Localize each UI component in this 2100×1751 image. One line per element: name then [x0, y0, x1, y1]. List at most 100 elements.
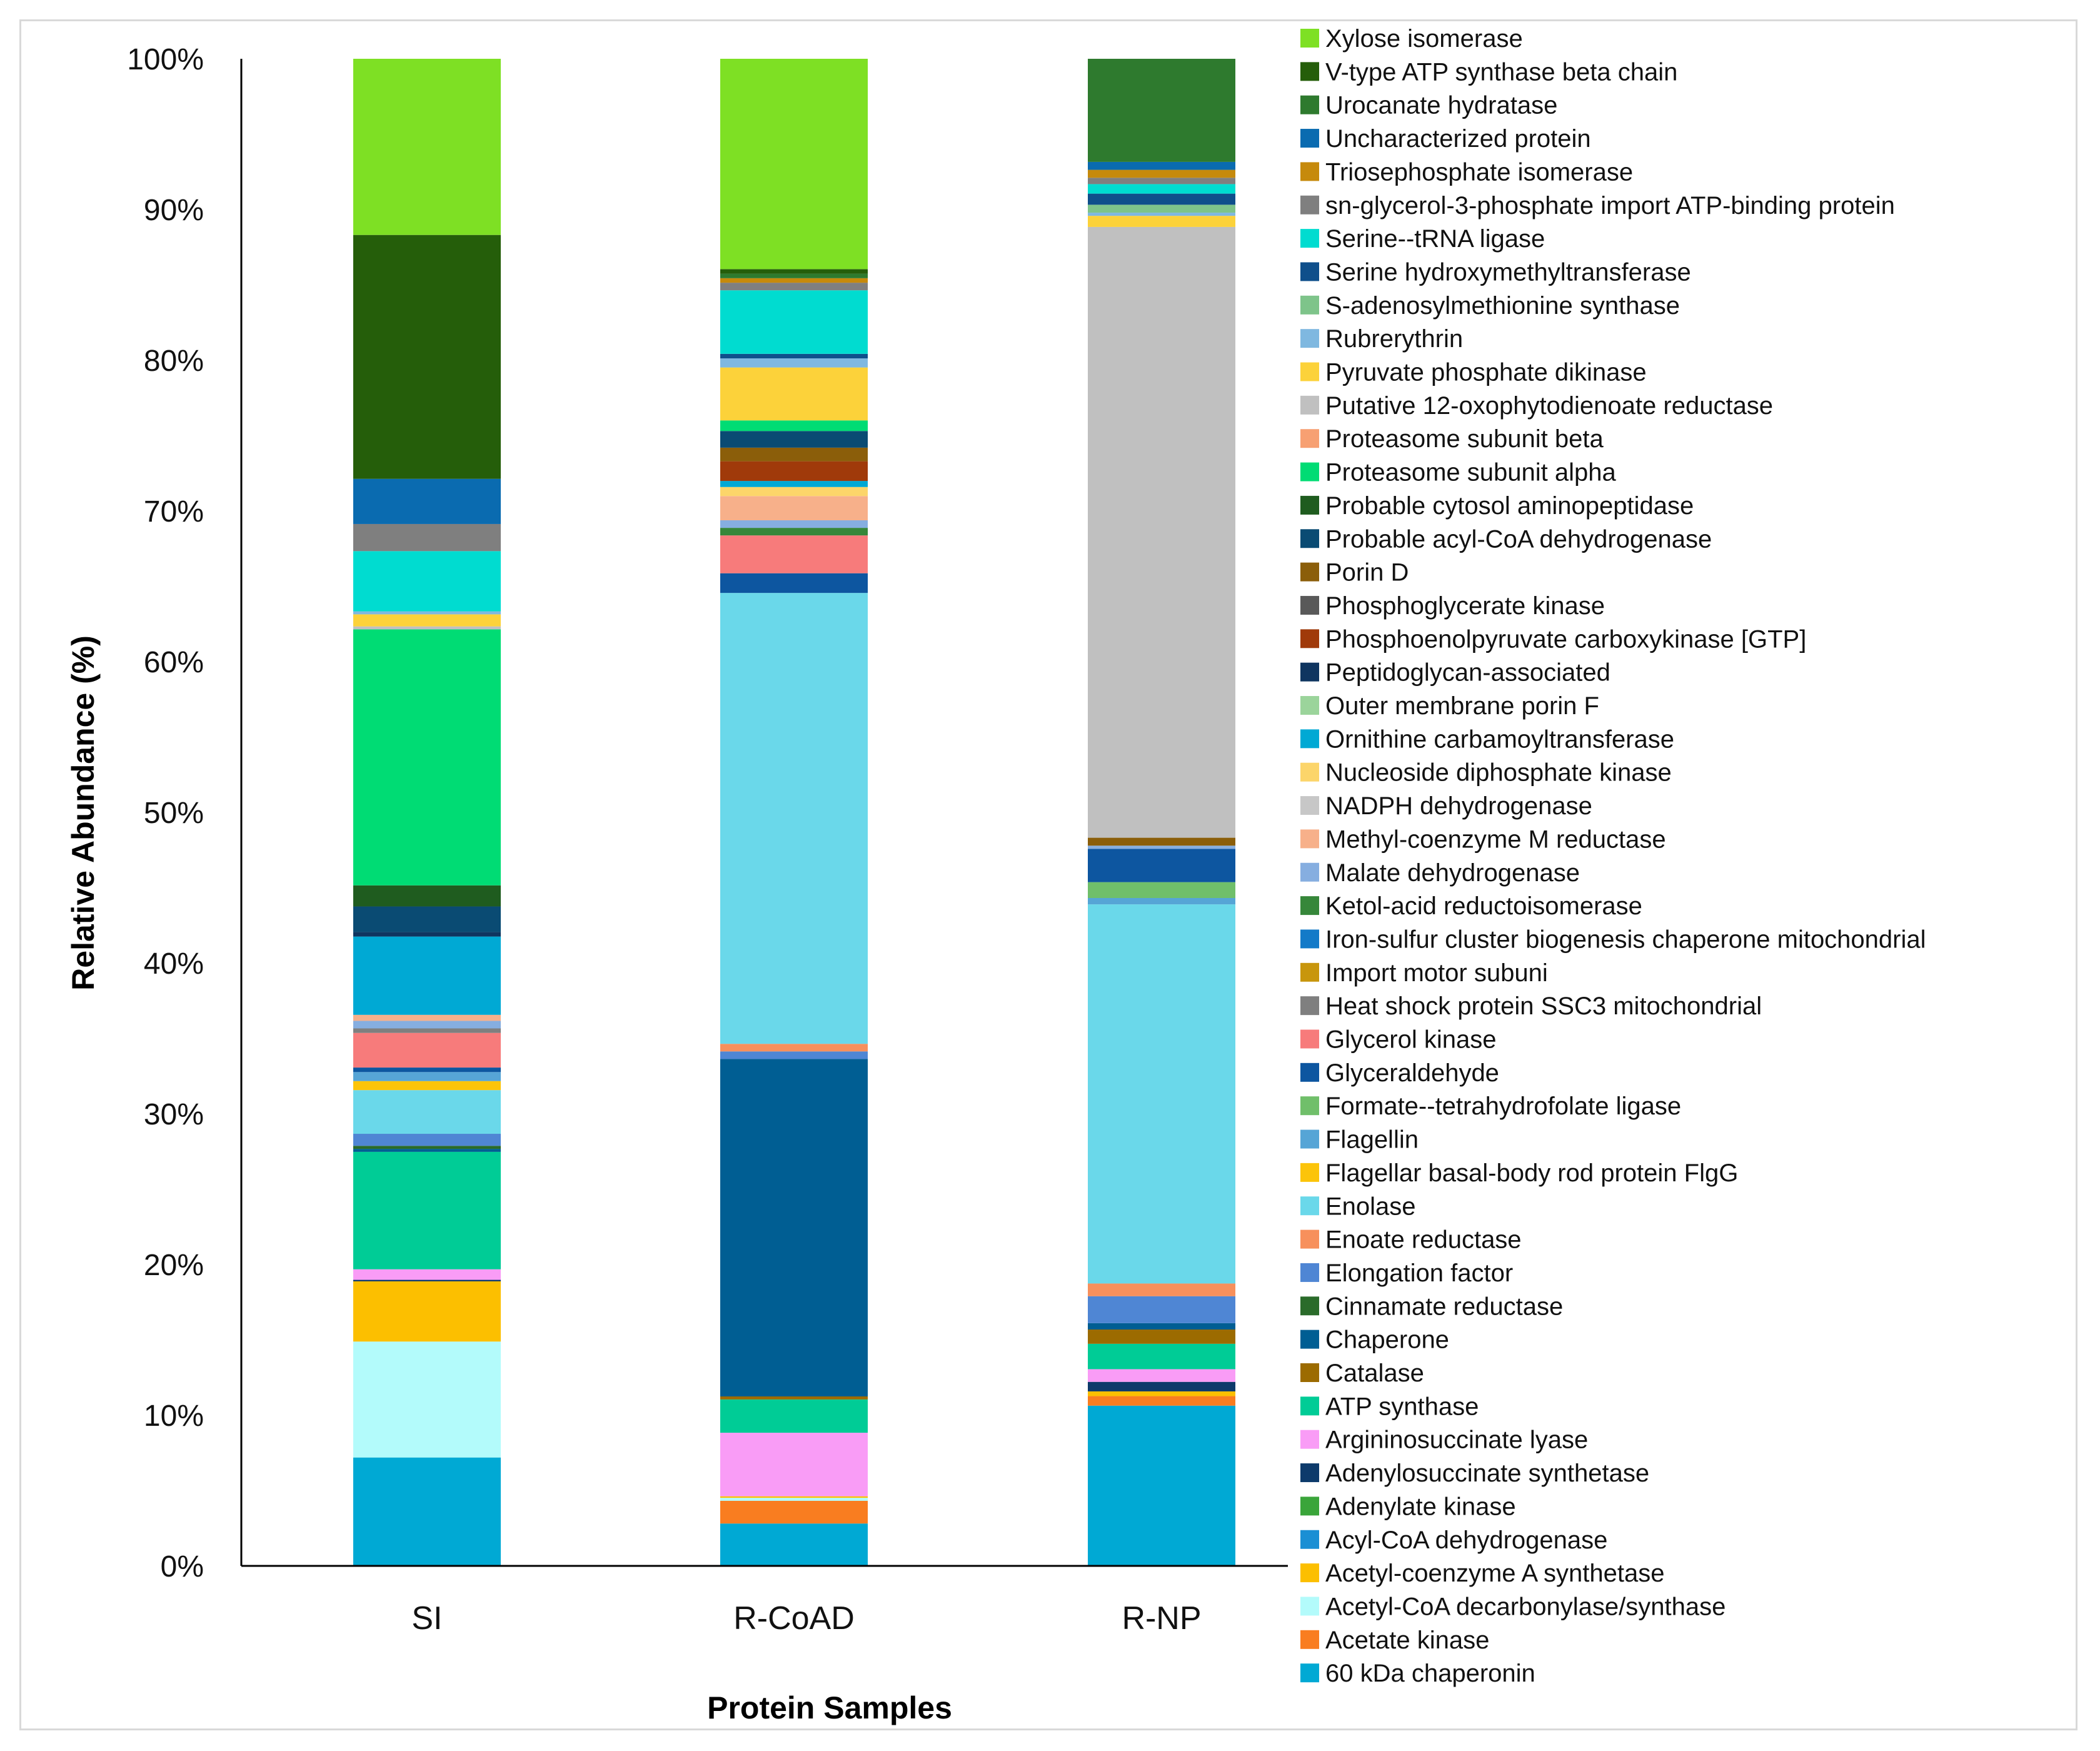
bar-segment — [353, 611, 501, 615]
bar-segment — [353, 1021, 501, 1029]
bar-segment — [720, 520, 868, 528]
bar-segment — [1088, 161, 1235, 170]
bar-segment — [353, 1090, 501, 1134]
bar-segment — [353, 1279, 501, 1281]
legend-label: Heat shock protein SSC3 mitochondrial — [1325, 992, 1762, 1020]
legend-label: 60 kDa chaperonin — [1325, 1660, 1535, 1687]
legend-swatch — [1300, 1430, 1319, 1449]
legend-label: V-type ATP synthase beta chain — [1325, 58, 1677, 86]
bar-segment — [1088, 1369, 1235, 1382]
bar-segment — [1088, 59, 1235, 162]
legend-label: Putative 12-oxophytodienoate reductase — [1325, 392, 1773, 420]
bar-segment — [720, 487, 868, 497]
bar-segment — [1088, 1323, 1235, 1330]
x-axis-title: Protein Samples — [707, 1690, 952, 1725]
legend-swatch — [1300, 1029, 1319, 1049]
bar-segment — [1088, 169, 1235, 178]
bar-segment — [720, 283, 868, 291]
legend-swatch — [1300, 529, 1319, 548]
axes-layer — [240, 59, 1288, 1567]
legend-label: Methyl-coenzyme M reductase — [1325, 825, 1666, 853]
bar-segment — [353, 551, 501, 612]
legend-swatch — [1300, 62, 1319, 81]
legend-label: Elongation factor — [1325, 1259, 1513, 1287]
legend-label: Flagellin — [1325, 1126, 1419, 1154]
bars-layer — [353, 59, 1235, 1566]
legend-swatch — [1300, 1363, 1319, 1382]
legend-label: Rubrerythrin — [1325, 325, 1463, 353]
bar-segment — [720, 358, 868, 368]
y-tick-label: 10% — [144, 1400, 204, 1433]
legend-label: Pyruvate phosphate dikinase — [1325, 359, 1647, 386]
bar-segment — [1088, 204, 1235, 213]
legend-swatch — [1300, 229, 1319, 248]
legend-swatch — [1300, 1563, 1319, 1583]
legend-swatch — [1300, 395, 1319, 415]
legend-label: Iron-sulfur cluster biogenesis chaperone… — [1325, 926, 1926, 953]
legend-swatch — [1300, 1396, 1319, 1416]
figure-frame — [19, 19, 2077, 1730]
legend-label: Glycerol kinase — [1325, 1026, 1496, 1054]
legend-swatch — [1300, 295, 1319, 315]
bar-segment — [353, 1067, 501, 1072]
bar-segment — [1088, 1330, 1235, 1344]
bar-segment — [720, 269, 868, 274]
bar-segment — [1088, 1396, 1235, 1406]
bar-segment — [720, 278, 868, 283]
legend-swatch — [1300, 329, 1319, 348]
legend-label: Peptidoglycan-associated — [1325, 659, 1610, 687]
bar-segment — [720, 496, 868, 521]
legend-label: Enoate reductase — [1325, 1226, 1522, 1254]
x-category-label: SI — [411, 1600, 442, 1637]
bar-segment — [353, 1072, 501, 1081]
bar-segment — [353, 1134, 501, 1146]
bar-segment — [353, 1014, 501, 1021]
bar-segment — [1088, 882, 1235, 898]
y-tick-label: 90% — [144, 194, 204, 227]
bar-segment — [353, 523, 501, 552]
legend-swatch — [1300, 962, 1319, 982]
bar-segment — [720, 481, 868, 487]
bar-segment — [353, 1081, 501, 1091]
y-tick-label: 50% — [144, 797, 204, 830]
bar-segment — [353, 1457, 501, 1566]
bar-segment — [353, 614, 501, 627]
bar-segment — [720, 1059, 868, 1396]
bar-segment — [353, 906, 501, 932]
bar-segment — [1088, 904, 1235, 1284]
bar-segment — [720, 1051, 868, 1059]
bar-segment — [720, 290, 868, 354]
legend-swatch — [1300, 1597, 1319, 1616]
legend-swatch — [1300, 1196, 1319, 1216]
legend-swatch — [1300, 796, 1319, 815]
y-tick-label: 30% — [144, 1098, 204, 1131]
y-tick-label: 40% — [144, 947, 204, 981]
bar-segment — [353, 1146, 501, 1149]
bar-segment — [353, 626, 501, 630]
legend-swatch — [1300, 162, 1319, 181]
bar-segment — [353, 1151, 501, 1269]
x-category-labels: SI R-CoAD R-NP — [411, 1600, 1201, 1637]
legend-label: Adenylate kinase — [1325, 1493, 1516, 1520]
bar-segment — [1088, 216, 1235, 227]
bar-segment — [353, 1028, 501, 1033]
bar-segment — [720, 273, 868, 278]
legend-swatch — [1300, 1630, 1319, 1649]
bar-segment — [720, 431, 868, 448]
bar-segment — [1088, 1283, 1235, 1296]
legend-label: Porin D — [1325, 559, 1409, 587]
legend-label: Proteasome subunit beta — [1325, 425, 1604, 453]
bar-segment — [1088, 1343, 1235, 1370]
bar-segment — [720, 573, 868, 593]
bar-segment — [1088, 1391, 1235, 1396]
legend-label: Import motor subuni — [1325, 959, 1548, 987]
bar-segment — [353, 478, 501, 524]
legend-swatch — [1300, 1530, 1319, 1549]
legend-label: Phosphoenolpyruvate carboxykinase [GTP] — [1325, 625, 1806, 653]
legend-label: Uncharacterized protein — [1325, 125, 1591, 153]
bar-segment — [720, 1433, 868, 1496]
bar-segment — [1088, 845, 1235, 849]
legend-swatch — [1300, 662, 1319, 682]
legend-label: Acetate kinase — [1325, 1627, 1489, 1654]
